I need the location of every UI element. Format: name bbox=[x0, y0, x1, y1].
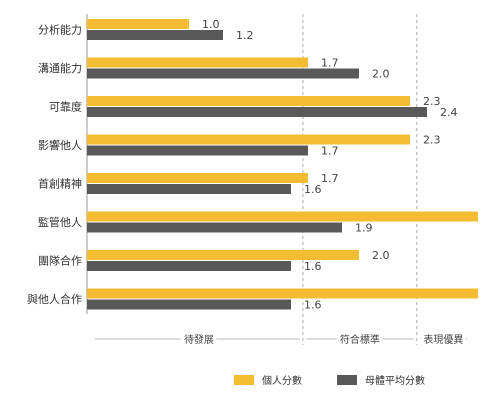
value-label-average: 1.6 bbox=[304, 299, 322, 312]
zone-label: 表現優異 bbox=[423, 333, 463, 346]
legend-label-average: 母體平均分數 bbox=[365, 374, 425, 387]
bar-average bbox=[87, 145, 308, 156]
category-label: 團隊合作 bbox=[38, 254, 82, 268]
value-label-personal: 2.3 bbox=[423, 95, 441, 108]
bar-average bbox=[87, 107, 427, 117]
bar-personal bbox=[87, 19, 189, 29]
bar-personal bbox=[87, 57, 308, 68]
category-label: 分析能力 bbox=[38, 23, 82, 37]
value-label-average: 1.2 bbox=[236, 29, 254, 42]
value-label-personal: 1.7 bbox=[321, 172, 339, 185]
value-label-average: 1.7 bbox=[321, 145, 339, 158]
category-label: 溝通能力 bbox=[38, 61, 82, 75]
bar-personal bbox=[87, 134, 410, 145]
bar-average bbox=[87, 184, 291, 194]
zone-label: 符合標準 bbox=[340, 333, 380, 346]
category-label: 監管他人 bbox=[38, 215, 82, 229]
value-label-personal: 2.0 bbox=[372, 249, 390, 262]
value-label-average: 1.9 bbox=[355, 222, 373, 235]
bar-personal bbox=[87, 250, 359, 260]
bar-personal bbox=[87, 211, 478, 222]
value-label-personal: 1.0 bbox=[202, 18, 220, 31]
legend-swatch-average bbox=[337, 375, 357, 385]
category-label: 與他人合作 bbox=[27, 292, 82, 306]
value-label-average: 1.6 bbox=[304, 183, 322, 196]
legend: 個人分數 母體平均分數 bbox=[234, 374, 425, 387]
category-label: 影響他人 bbox=[38, 138, 82, 152]
bar-average bbox=[87, 30, 223, 40]
value-label-personal: 2.3 bbox=[423, 134, 441, 147]
bar-personal bbox=[87, 288, 478, 299]
legend-swatch-personal bbox=[234, 375, 254, 385]
zones-layer: 待發展 符合標準 表現優異 bbox=[95, 330, 467, 349]
category-label: 首創精神 bbox=[38, 177, 82, 191]
bar-personal bbox=[87, 96, 410, 106]
bar-average bbox=[87, 68, 359, 79]
legend-label-personal: 個人分數 bbox=[262, 374, 302, 387]
bar-average bbox=[87, 222, 342, 233]
bar-average bbox=[87, 299, 291, 310]
category-label: 可靠度 bbox=[49, 100, 82, 114]
bar-average bbox=[87, 261, 291, 271]
bars-layer bbox=[87, 19, 478, 310]
value-label-average: 2.0 bbox=[372, 68, 390, 81]
value-label-average: 1.6 bbox=[304, 260, 322, 273]
bar-personal bbox=[87, 173, 308, 183]
value-label-average: 2.4 bbox=[440, 106, 458, 119]
zone-label: 待發展 bbox=[184, 333, 214, 346]
value-label-personal: 1.7 bbox=[321, 57, 339, 70]
